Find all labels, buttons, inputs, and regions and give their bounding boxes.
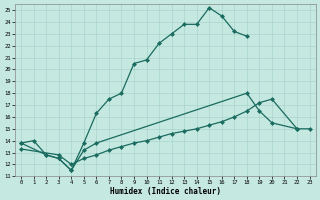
X-axis label: Humidex (Indice chaleur): Humidex (Indice chaleur) xyxy=(110,187,221,196)
